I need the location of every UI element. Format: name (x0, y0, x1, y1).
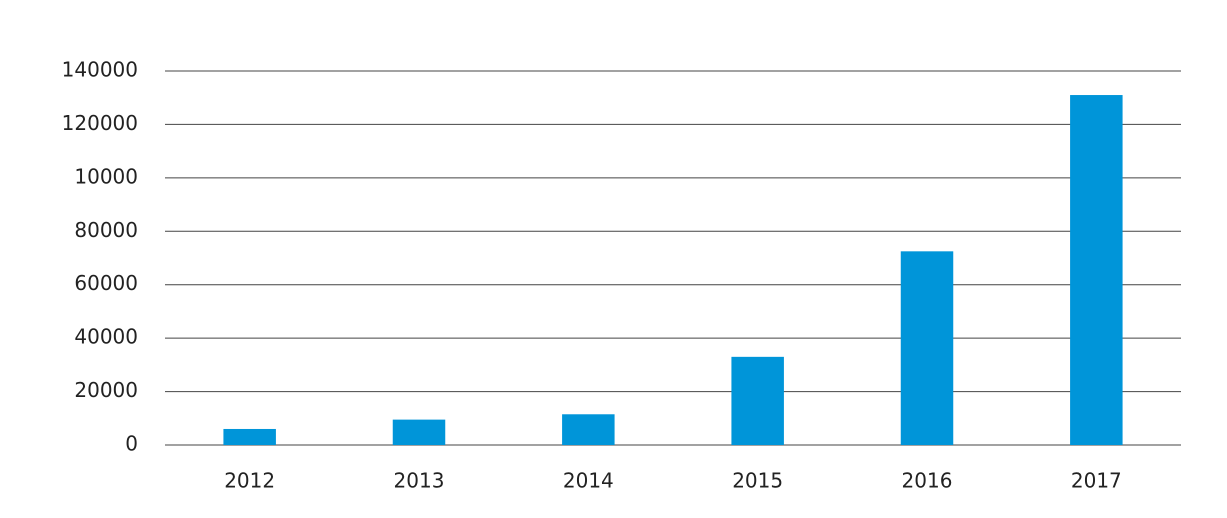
x-tick-label: 2014 (563, 469, 614, 493)
bar (731, 356, 784, 445)
x-tick-label: 2017 (1071, 469, 1122, 493)
x-tick-label: 2015 (732, 469, 783, 493)
y-tick-label: 0 (125, 432, 138, 456)
y-tick-label: 20000 (74, 378, 138, 402)
bar (562, 414, 615, 445)
y-tick-label: 10000 (74, 164, 138, 188)
bar (223, 428, 276, 445)
bar (392, 419, 446, 445)
x-tick-label: 2013 (394, 469, 445, 493)
y-tick-label: 60000 (74, 271, 138, 295)
y-tick-label: 40000 (74, 325, 138, 349)
bar (1070, 95, 1123, 446)
x-tick-label: 2012 (224, 469, 275, 493)
y-tick-label: 120000 (62, 111, 138, 135)
bar (900, 251, 954, 445)
y-tick-label: 80000 (74, 218, 138, 242)
y-tick-label: 140000 (62, 58, 138, 82)
x-tick-label: 2016 (902, 469, 953, 493)
